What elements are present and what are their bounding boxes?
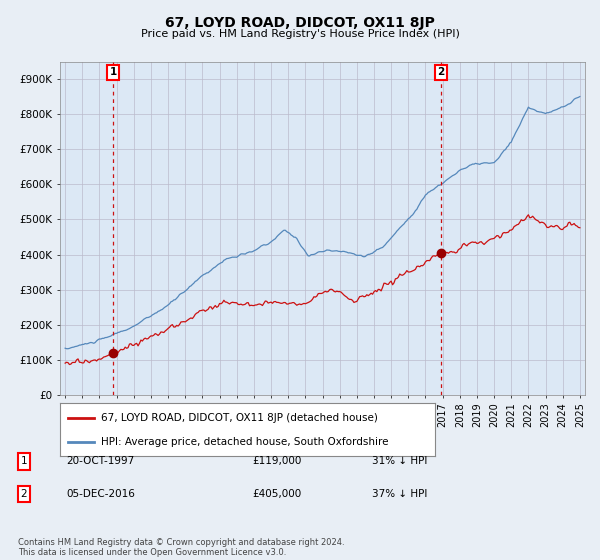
Text: Price paid vs. HM Land Registry's House Price Index (HPI): Price paid vs. HM Land Registry's House …	[140, 29, 460, 39]
Text: 1: 1	[110, 67, 117, 77]
Text: 37% ↓ HPI: 37% ↓ HPI	[372, 489, 427, 499]
Text: 67, LOYD ROAD, DIDCOT, OX11 8JP: 67, LOYD ROAD, DIDCOT, OX11 8JP	[165, 16, 435, 30]
Text: 2: 2	[20, 489, 28, 499]
Text: HPI: Average price, detached house, South Oxfordshire: HPI: Average price, detached house, Sout…	[101, 436, 389, 446]
Text: 05-DEC-2016: 05-DEC-2016	[66, 489, 135, 499]
Text: £405,000: £405,000	[252, 489, 301, 499]
Text: Contains HM Land Registry data © Crown copyright and database right 2024.
This d: Contains HM Land Registry data © Crown c…	[18, 538, 344, 557]
Text: 2: 2	[437, 67, 445, 77]
Text: £119,000: £119,000	[252, 456, 301, 466]
Text: 31% ↓ HPI: 31% ↓ HPI	[372, 456, 427, 466]
Text: 67, LOYD ROAD, DIDCOT, OX11 8JP (detached house): 67, LOYD ROAD, DIDCOT, OX11 8JP (detache…	[101, 413, 378, 423]
Text: 20-OCT-1997: 20-OCT-1997	[66, 456, 134, 466]
Text: 1: 1	[20, 456, 28, 466]
